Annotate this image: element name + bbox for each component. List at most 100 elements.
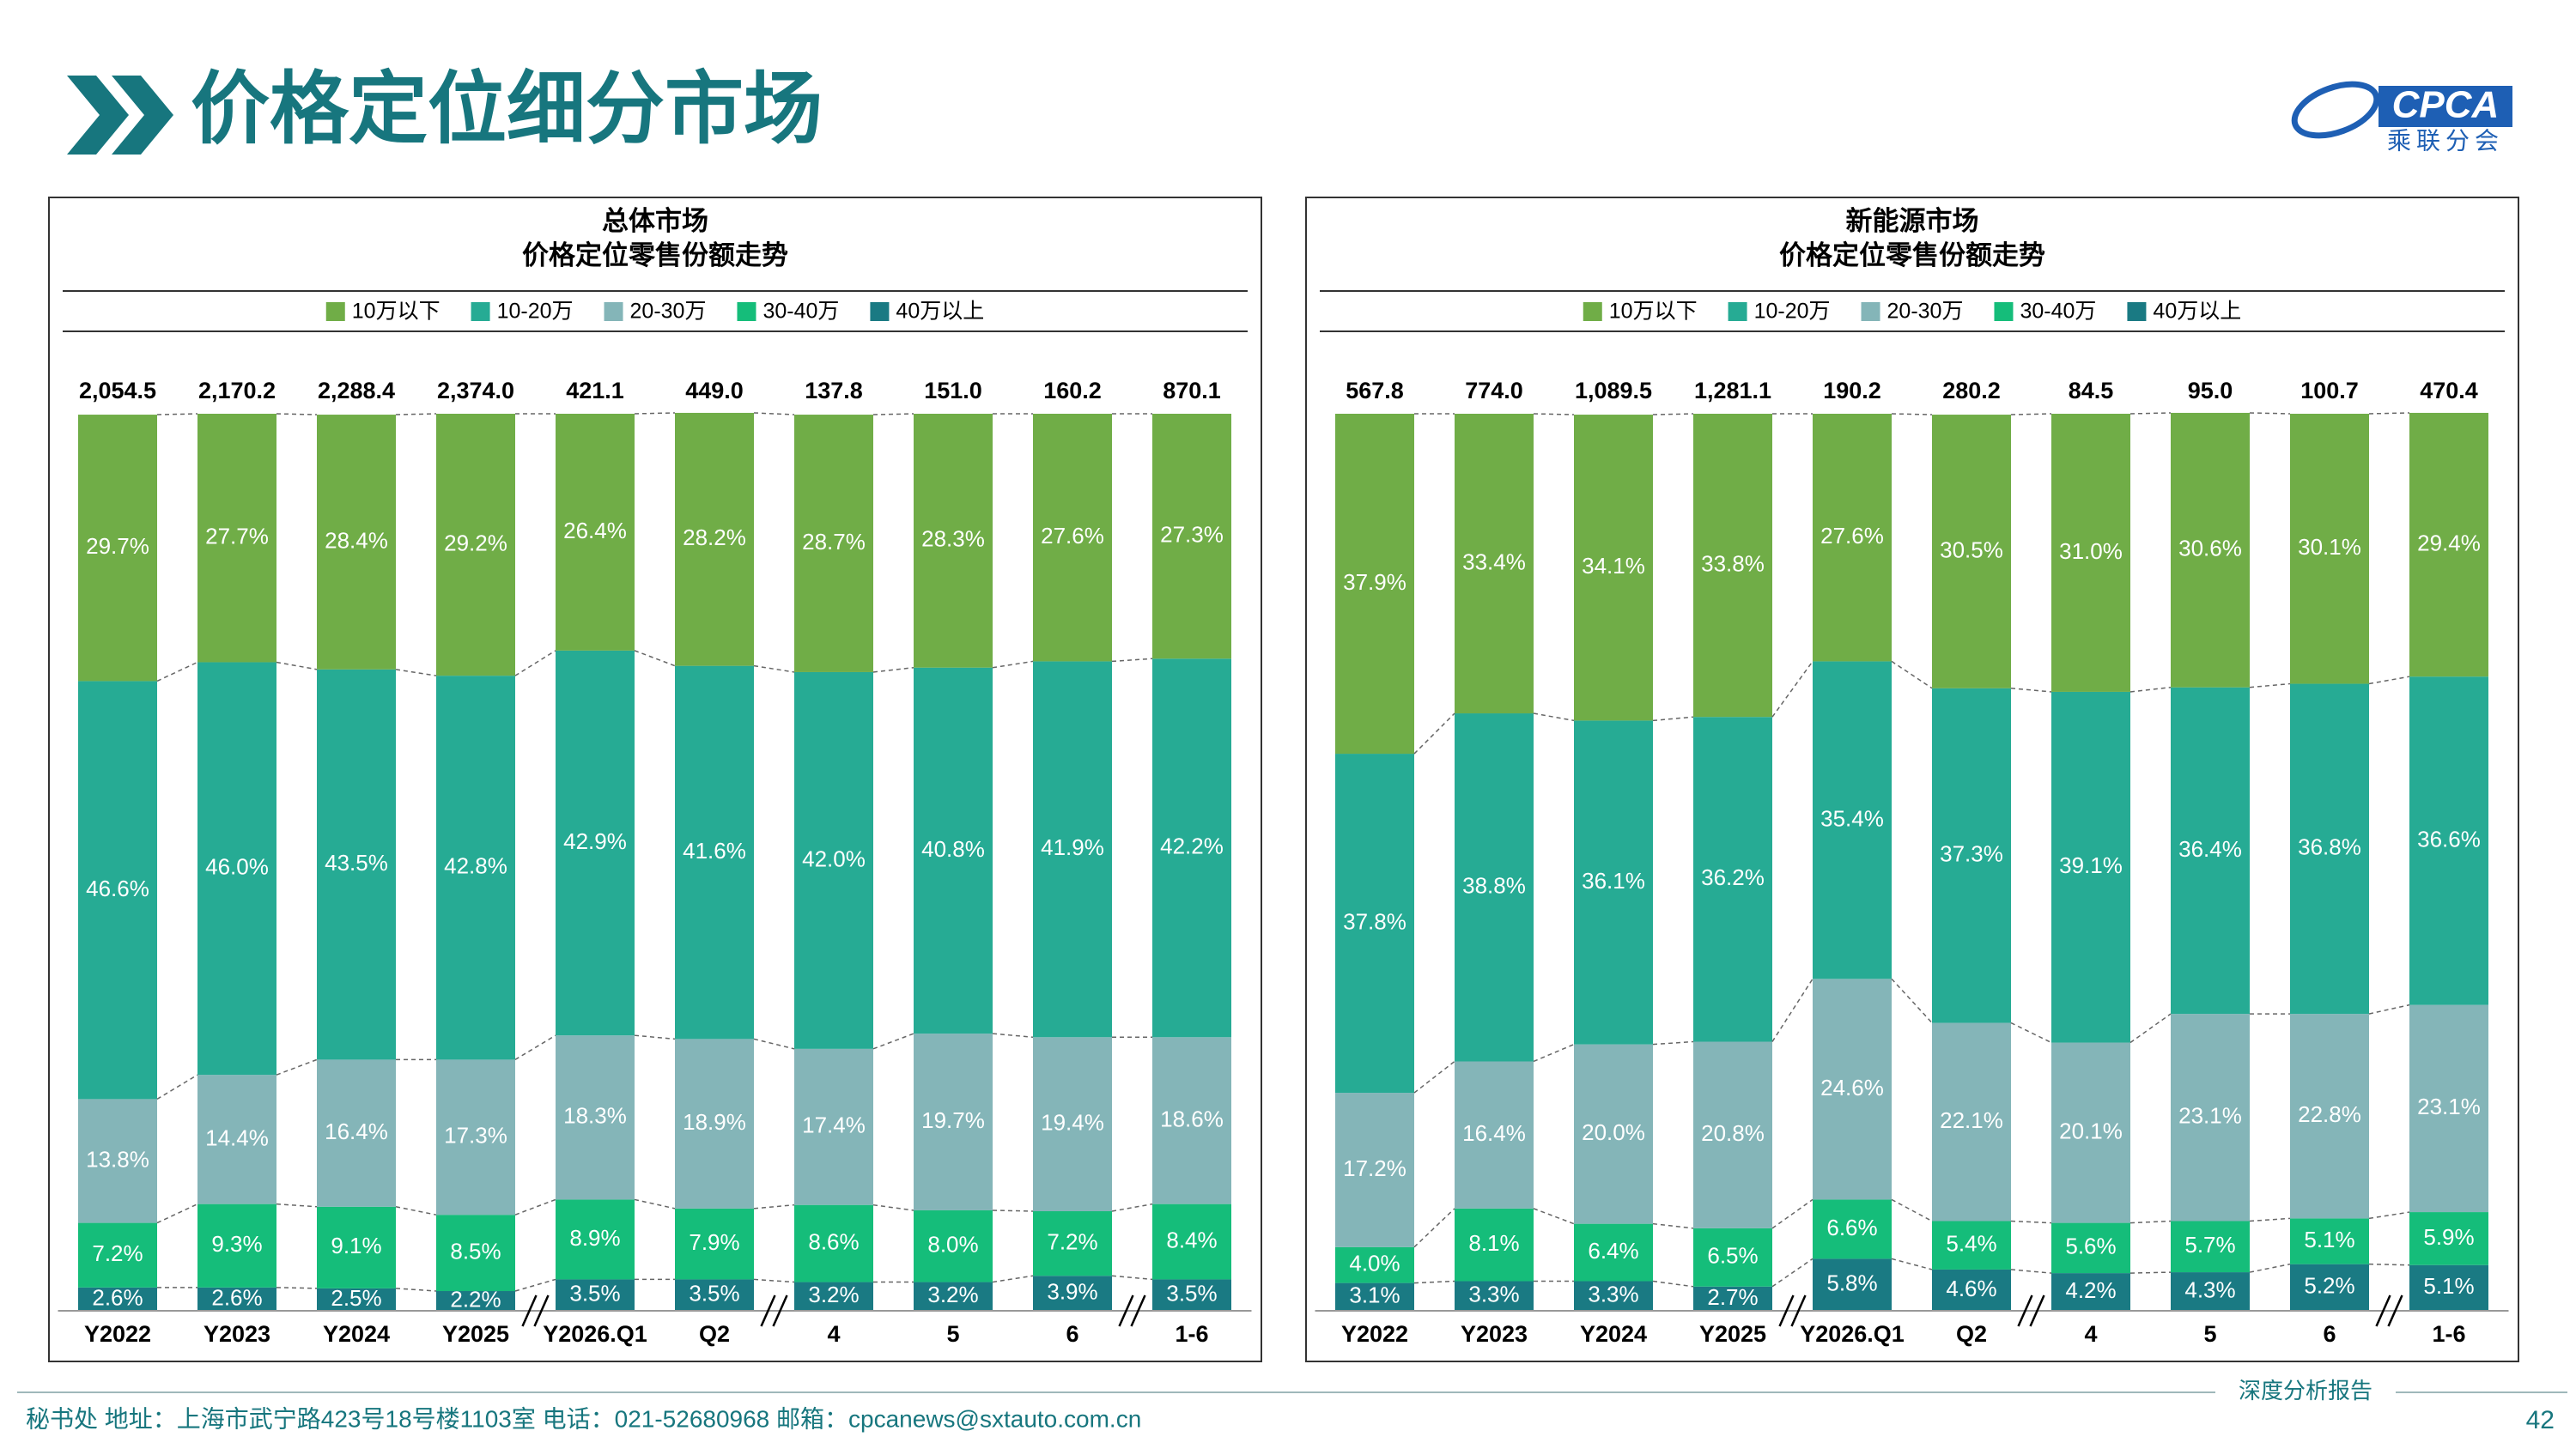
connector bbox=[514, 650, 556, 676]
axis-break bbox=[2017, 1294, 2033, 1327]
data-label: 23.1% bbox=[2178, 1103, 2242, 1129]
bar-segment bbox=[675, 1279, 754, 1311]
bar-segment bbox=[317, 1059, 396, 1207]
data-label: 3.3% bbox=[1588, 1282, 1638, 1307]
axis-break bbox=[1778, 1294, 1795, 1327]
x-tick-label: Y2024 bbox=[1580, 1321, 1647, 1347]
bar-segment bbox=[78, 1099, 157, 1223]
connector bbox=[1413, 1280, 1455, 1284]
data-label: 5.6% bbox=[2065, 1234, 2116, 1259]
connector bbox=[156, 413, 198, 415]
data-label: 36.8% bbox=[2298, 834, 2361, 860]
data-label: 28.7% bbox=[802, 529, 866, 555]
page-title: 价格定位细分市场 bbox=[191, 65, 823, 153]
legend-swatch bbox=[471, 302, 490, 321]
data-label: 18.9% bbox=[683, 1109, 746, 1135]
title-chevrons bbox=[67, 76, 173, 155]
data-label: 7.2% bbox=[1047, 1229, 1097, 1255]
chart-title: 新能源市场 bbox=[1846, 206, 1979, 236]
x-tick-label: 5 bbox=[2203, 1321, 2216, 1347]
total-label: 567.8 bbox=[1346, 378, 1404, 403]
data-label: 42.9% bbox=[563, 828, 627, 854]
data-label: 33.8% bbox=[1701, 550, 1765, 576]
x-tick-label: Y2025 bbox=[1699, 1321, 1766, 1347]
bar-segment bbox=[317, 415, 396, 670]
bar-segment bbox=[1813, 661, 1892, 979]
bar-segment bbox=[2409, 1212, 2488, 1265]
data-label: 8.9% bbox=[569, 1225, 620, 1251]
data-label: 37.8% bbox=[1343, 908, 1406, 934]
bar-segment bbox=[1574, 1281, 1653, 1311]
axis-break bbox=[772, 1294, 788, 1327]
connector bbox=[2010, 1269, 2052, 1274]
x-tick-label: 6 bbox=[1066, 1321, 1078, 1347]
connector bbox=[276, 1203, 318, 1208]
data-label: 3.5% bbox=[1166, 1281, 1217, 1307]
total-label: 190.2 bbox=[1823, 378, 1881, 403]
panel-frame bbox=[1305, 197, 2519, 1362]
data-label: 3.2% bbox=[808, 1282, 859, 1307]
connector bbox=[2249, 682, 2291, 688]
bar-segment bbox=[1152, 1279, 1231, 1311]
bar-segment bbox=[914, 414, 993, 668]
bar-segment bbox=[2290, 1264, 2369, 1311]
data-label: 36.2% bbox=[1701, 864, 1765, 890]
total-label: 84.5 bbox=[2069, 378, 2114, 403]
bar-segment bbox=[1335, 1282, 1414, 1311]
connector bbox=[156, 1074, 198, 1100]
data-label: 18.3% bbox=[563, 1103, 627, 1129]
bar-segment bbox=[1932, 1022, 2011, 1222]
bar-segment bbox=[914, 1210, 993, 1282]
bar-segment bbox=[1033, 1211, 1112, 1276]
connector bbox=[1891, 978, 1933, 1024]
bar-segment bbox=[2409, 1264, 2488, 1311]
panel-frame bbox=[48, 197, 1262, 1362]
bar-segment bbox=[1455, 1281, 1534, 1311]
connector bbox=[2010, 413, 2052, 415]
bar-segment bbox=[1455, 713, 1534, 1062]
data-label: 3.2% bbox=[927, 1282, 978, 1307]
data-label: 16.4% bbox=[1462, 1120, 1526, 1146]
connector bbox=[634, 1034, 676, 1040]
data-label: 22.8% bbox=[2298, 1101, 2361, 1127]
x-tick-label: 5 bbox=[946, 1321, 959, 1347]
data-label: 37.3% bbox=[1940, 841, 2003, 867]
data-label: 30.6% bbox=[2178, 536, 2242, 561]
data-label: 27.3% bbox=[1160, 522, 1224, 548]
axis-break bbox=[1130, 1294, 1146, 1327]
bar-segment bbox=[2051, 1273, 2130, 1311]
logo-subtext: 乘联分会 bbox=[2387, 127, 2504, 154]
legend-swatch bbox=[2127, 302, 2147, 321]
bar-segment bbox=[2409, 676, 2488, 1005]
bar-segment bbox=[317, 1288, 396, 1311]
x-tick-label: 4 bbox=[2084, 1321, 2097, 1347]
bar-segment bbox=[2171, 412, 2250, 688]
data-label: 17.4% bbox=[802, 1113, 866, 1138]
connector bbox=[2368, 676, 2410, 685]
bar-segment bbox=[1033, 661, 1112, 1038]
connector bbox=[753, 1203, 795, 1210]
total-label: 100.7 bbox=[2300, 378, 2359, 403]
chart-subtitle: 价格定位零售份额走势 bbox=[1779, 240, 2045, 270]
data-label: 4.3% bbox=[2184, 1276, 2235, 1302]
bar-segment bbox=[2051, 414, 2130, 692]
connector bbox=[1652, 1222, 1694, 1229]
legend-swatch bbox=[325, 302, 345, 321]
data-label: 22.1% bbox=[1940, 1107, 2003, 1133]
bar-segment bbox=[2051, 691, 2130, 1043]
legend-swatch bbox=[737, 302, 756, 321]
axis-break bbox=[2375, 1294, 2391, 1327]
data-label: 3.1% bbox=[1349, 1282, 1400, 1308]
data-label: 9.3% bbox=[211, 1231, 262, 1257]
bar-segment bbox=[317, 669, 396, 1060]
data-label: 8.5% bbox=[450, 1238, 501, 1264]
connector bbox=[1413, 1208, 1455, 1248]
data-label: 43.5% bbox=[325, 850, 388, 876]
data-label: 5.9% bbox=[2423, 1224, 2474, 1250]
data-label: 20.0% bbox=[1582, 1119, 1645, 1145]
data-label: 3.5% bbox=[569, 1281, 620, 1307]
bar-segment bbox=[2290, 683, 2369, 1015]
total-label: 95.0 bbox=[2188, 378, 2233, 403]
